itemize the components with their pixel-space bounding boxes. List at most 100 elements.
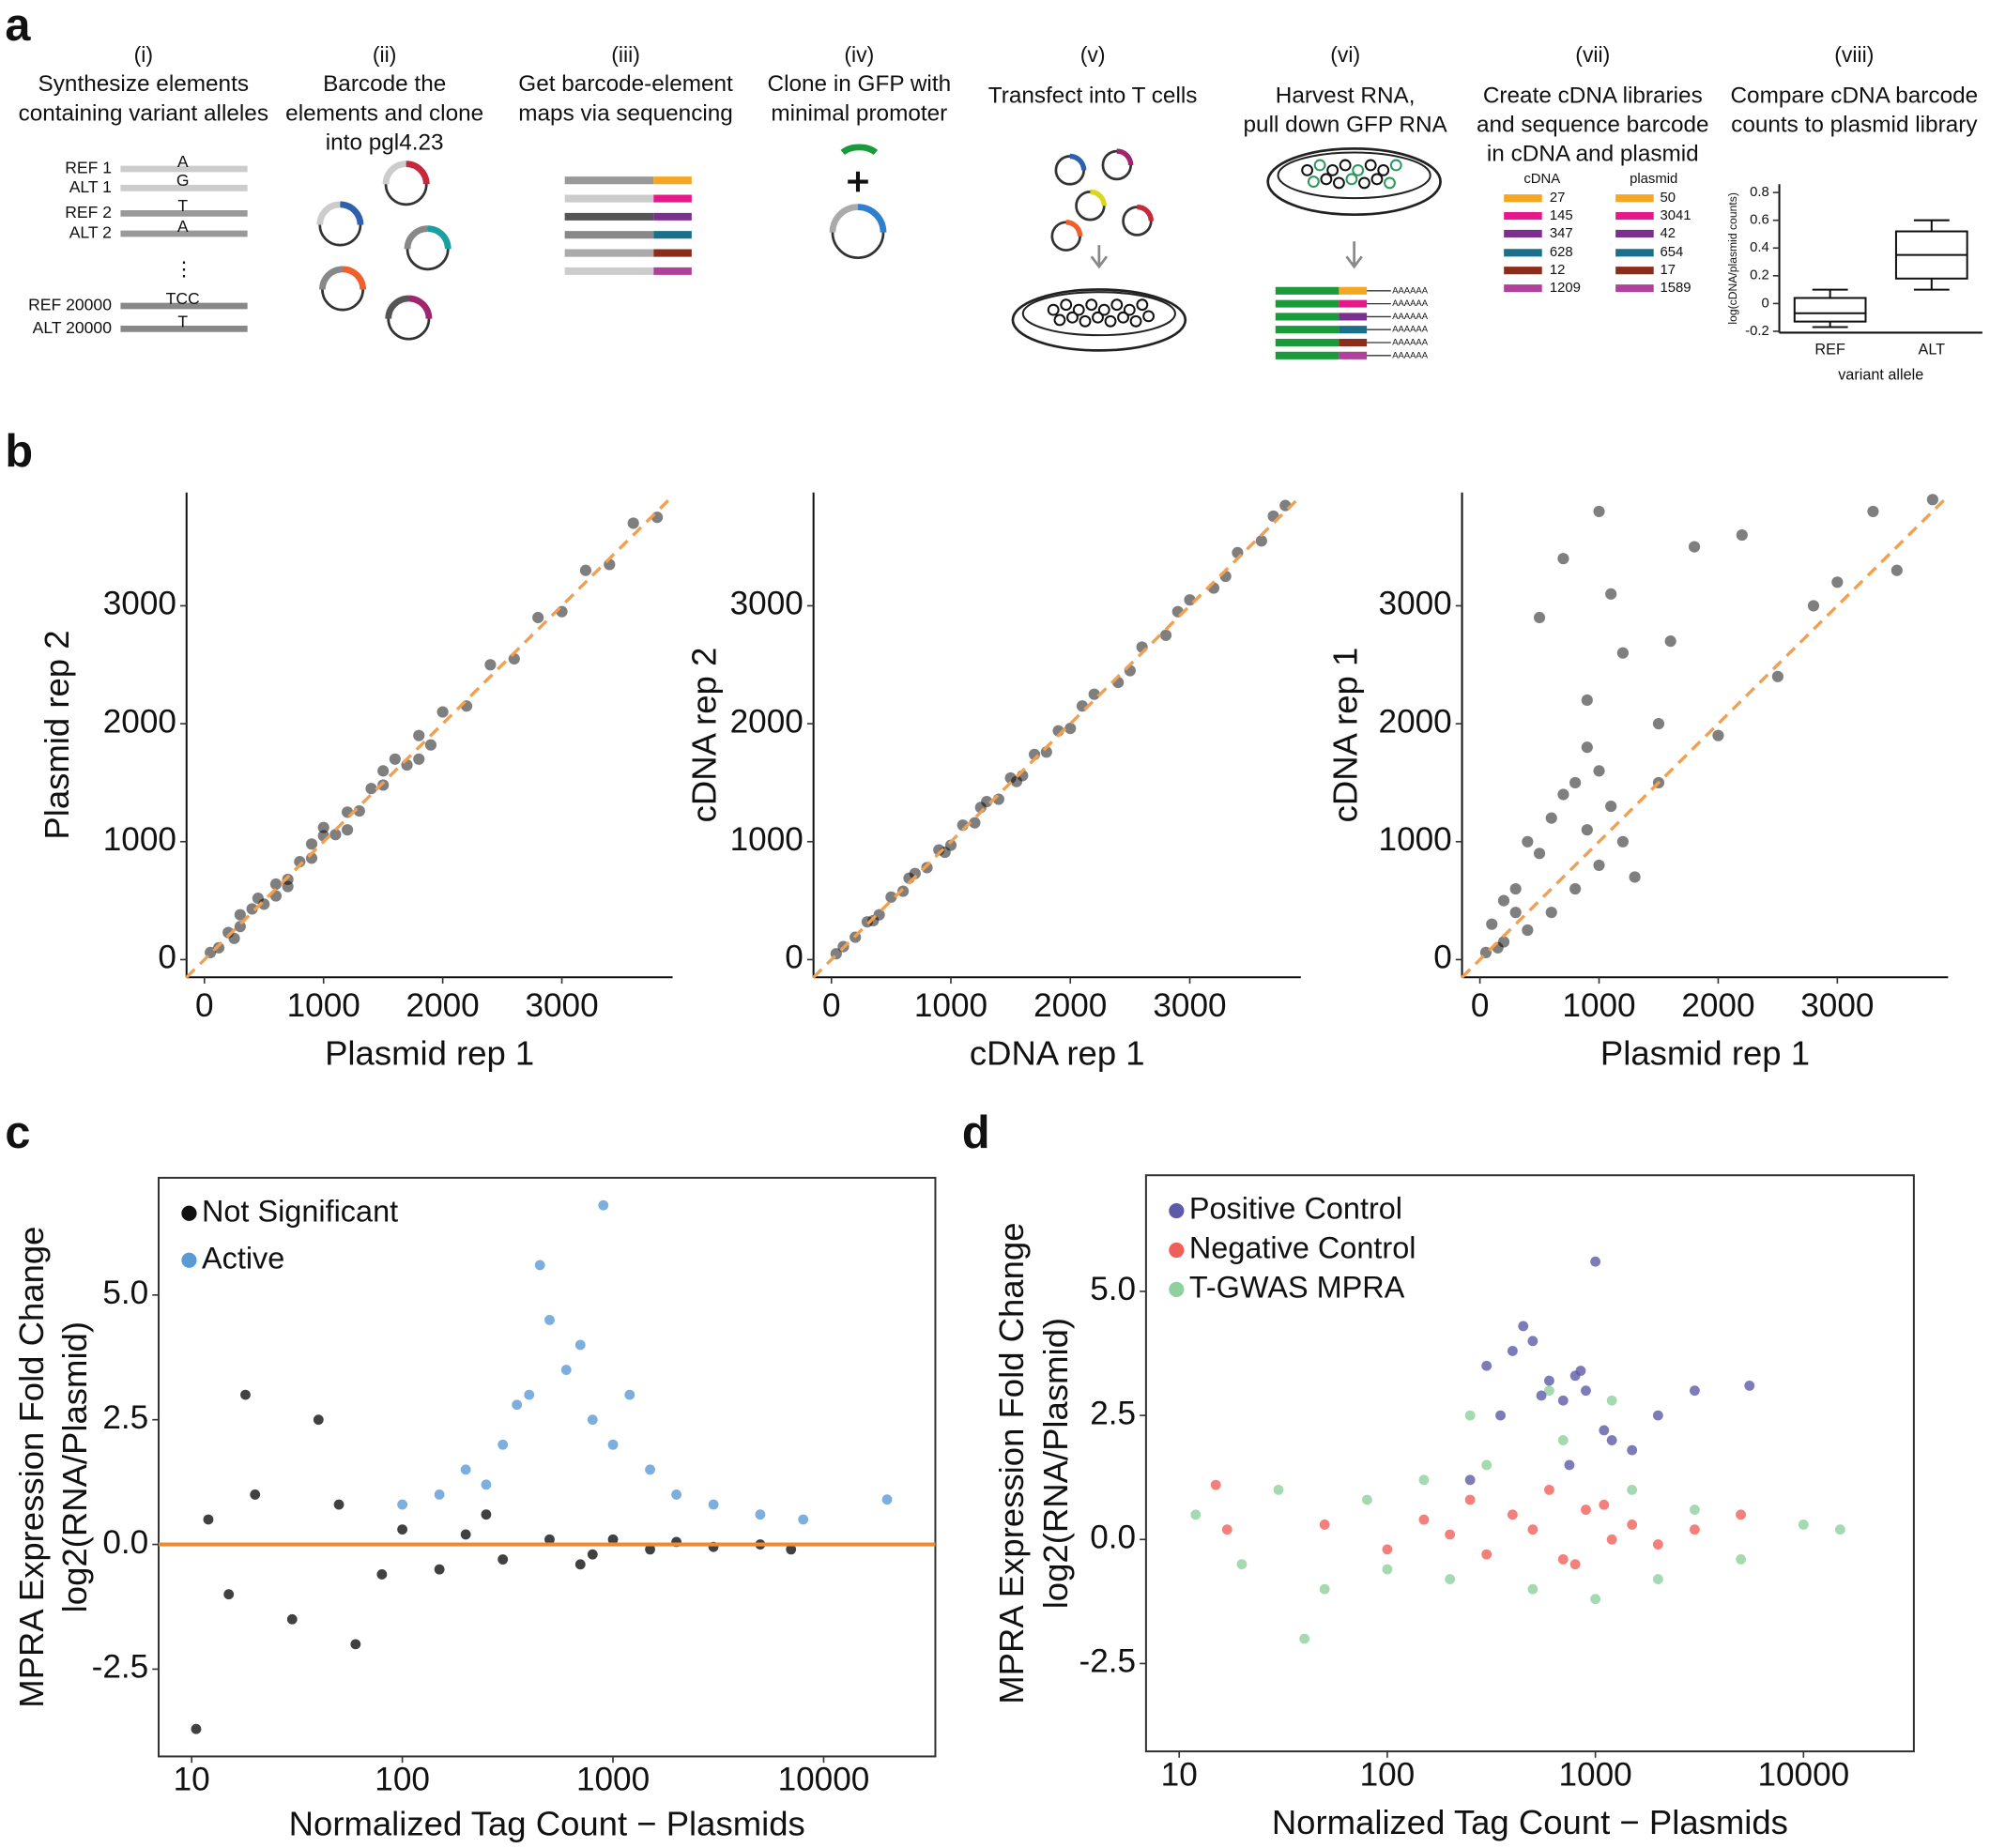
panel-label: a <box>5 0 31 51</box>
point <box>1605 800 1617 813</box>
point <box>1495 1410 1506 1421</box>
point <box>1712 729 1724 741</box>
point <box>282 880 294 893</box>
y-tick-label: 0.8 <box>1750 185 1769 200</box>
point <box>1533 848 1546 860</box>
chart: 5.0 2.5 0.0 -2.5 10 100 1000 10000 Normalized Ta… <box>12 1176 937 1842</box>
element-arc <box>385 295 409 319</box>
point <box>436 706 449 718</box>
point <box>286 1613 298 1625</box>
count: 17 <box>1660 263 1676 278</box>
point <box>1319 1583 1330 1595</box>
step-text: Harvest RNA, <box>1276 83 1416 108</box>
box <box>1793 297 1867 323</box>
y-tick-label: 0 <box>158 939 176 976</box>
point <box>574 1339 586 1351</box>
step-text: Get barcode-element <box>518 71 733 97</box>
point <box>1557 1435 1569 1445</box>
x-tick-label: REF <box>1814 342 1845 359</box>
step-text: Clone in GFP with <box>768 71 952 97</box>
point <box>269 878 283 891</box>
y-tick-label: 0.0 <box>1090 1520 1136 1556</box>
y-axis-label: log2(RNA/Plasmid) <box>55 1321 94 1612</box>
point <box>1010 775 1023 787</box>
x-tick-label: 1000 <box>1562 987 1635 1024</box>
point <box>317 821 329 833</box>
point <box>1834 1524 1845 1535</box>
y-tick-label: 3000 <box>730 586 804 622</box>
point <box>1273 1484 1284 1495</box>
element-arc <box>829 204 859 233</box>
y-axis-label: log2(RNA/Plasmid) <box>1036 1318 1075 1609</box>
point <box>1190 1509 1202 1520</box>
y-tick-label: 0 <box>1761 296 1768 311</box>
x-tick-label: 3000 <box>1153 987 1226 1024</box>
point <box>532 611 544 624</box>
point <box>508 652 520 665</box>
point <box>1236 1559 1248 1570</box>
point <box>1629 871 1641 883</box>
point <box>598 1199 609 1211</box>
point <box>1590 1594 1601 1605</box>
x-tick-label: 3000 <box>1800 987 1874 1024</box>
y-tick-label: 3000 <box>1379 586 1452 622</box>
x-tick-label: 3000 <box>525 987 598 1024</box>
point <box>867 914 880 927</box>
x-tick-label: 10000 <box>1757 1756 1849 1793</box>
point <box>560 1365 572 1375</box>
x-tick-label: 1000 <box>1559 1756 1632 1793</box>
step-text: Transfect into T cells <box>988 83 1198 108</box>
point <box>1581 694 1593 707</box>
step-icons <box>316 144 1442 352</box>
point <box>1569 882 1582 895</box>
point <box>1736 1554 1746 1565</box>
step-text: Barcode the <box>323 71 446 97</box>
allele: A <box>177 217 189 236</box>
point <box>250 1489 261 1500</box>
point <box>1867 505 1879 517</box>
element-label: REF 2 <box>65 203 112 221</box>
count: 50 <box>1660 191 1676 206</box>
legend-label: Positive Control <box>1189 1192 1402 1226</box>
point <box>376 1569 388 1580</box>
x-tick-label: 10 <box>174 1762 210 1798</box>
point <box>333 1499 344 1510</box>
point <box>460 1529 471 1540</box>
plus <box>848 171 868 192</box>
legend-swatch <box>1169 1242 1185 1259</box>
element-arc <box>382 160 406 185</box>
gfp-fragment <box>840 144 879 156</box>
x-tick-label: 100 <box>1360 1756 1416 1793</box>
point <box>1689 1524 1700 1535</box>
point <box>434 1564 445 1575</box>
allele: A <box>177 152 189 171</box>
x-tick-label: 2000 <box>406 987 480 1024</box>
count: 654 <box>1660 245 1683 260</box>
point <box>350 1639 361 1650</box>
point <box>645 1544 655 1555</box>
point <box>1507 1345 1518 1356</box>
barcode-arc <box>1090 189 1107 206</box>
x-axis-label: Plasmid rep 1 <box>325 1034 534 1073</box>
point <box>1382 1564 1393 1575</box>
point <box>587 1549 598 1560</box>
y-tick-label: 5.0 <box>102 1275 148 1311</box>
panel-label: b <box>5 426 33 477</box>
y-tick-label: 2.5 <box>102 1399 148 1436</box>
point <box>1689 1385 1700 1397</box>
point <box>786 1544 797 1555</box>
step-text: maps via sequencing <box>518 100 733 126</box>
barcode-arc <box>857 204 887 233</box>
point <box>397 1524 408 1535</box>
step-text: elements and clone <box>285 100 483 126</box>
panel-label: d <box>962 1107 990 1158</box>
x-tick-label: 2000 <box>1681 987 1754 1024</box>
x-axis-label: cDNA rep 1 <box>970 1034 1145 1073</box>
barcode-arc <box>1116 148 1134 166</box>
point <box>434 1489 445 1500</box>
y-tick-label: 1000 <box>103 821 176 858</box>
point <box>1798 1520 1809 1530</box>
y-axis-label: log(cDNA/plasmid counts) <box>1726 192 1739 325</box>
point <box>424 739 437 751</box>
point <box>1599 1425 1610 1436</box>
